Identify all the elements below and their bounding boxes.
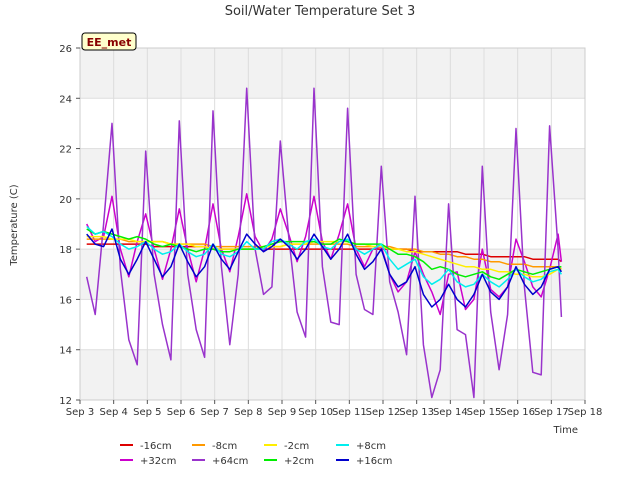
legend-label: -2cm (284, 441, 309, 452)
x-tick-label: Sep 5 (133, 407, 161, 418)
series-line--2cm (86, 235, 562, 278)
y-tick-label: 20 (59, 195, 72, 206)
legend-item: +8cm (336, 441, 386, 452)
legend-label: +8cm (356, 441, 386, 452)
band (80, 48, 585, 99)
plot-area (79, 47, 586, 401)
legend: -16cm +32cm -8cm +64cm -2cm +2cm +8cm +16cm (120, 441, 392, 467)
legend-label: +32cm (140, 456, 176, 467)
y-tick-label: 12 (59, 396, 72, 407)
y-tick-label: 24 (59, 94, 72, 105)
x-tick-label: Sep 11 (332, 407, 367, 418)
legend-item: -8cm (192, 441, 237, 452)
x-tick-label: Sep 10 (298, 407, 333, 418)
x-axis-ticks: Sep 3 Sep 4 Sep 5 Sep 6 Sep 7 Sep 8 Sep 9 Sep 1… (66, 400, 603, 418)
band (80, 349, 585, 400)
x-tick-label: Sep 14 (433, 407, 468, 418)
legend-item: -16cm (120, 441, 172, 452)
series-lines (85, 87, 563, 399)
x-tick-label: Sep 18 (568, 407, 603, 418)
legend-item: +2cm (264, 456, 314, 467)
annotation-box: EE_met (81, 32, 137, 51)
x-tick-label: Sep 6 (167, 407, 195, 418)
legend-item: +16cm (336, 456, 392, 467)
grid-lines (79, 47, 586, 401)
series-line-+8cm (86, 225, 563, 288)
x-tick-label: Sep 15 (467, 407, 502, 418)
x-tick-label: Sep 16 (500, 407, 535, 418)
legend-label: +16cm (356, 456, 392, 467)
x-tick-label: Sep 7 (200, 407, 228, 418)
series-line-+2cm (86, 228, 562, 281)
band (80, 148, 585, 199)
legend-item: -2cm (264, 441, 309, 452)
x-tick-label: Sep 12 (366, 407, 401, 418)
series-line-+64cm (85, 87, 563, 399)
y-tick-label: 14 (59, 346, 72, 357)
legend-label: -16cm (140, 441, 172, 452)
x-tick-label: Sep 13 (399, 407, 434, 418)
x-tick-label: Sep 4 (99, 407, 127, 418)
y-tick-label: 26 (59, 44, 72, 55)
y-tick-label: 18 (59, 245, 72, 256)
y-tick-label: 22 (59, 145, 72, 156)
y-tick-label: 16 (59, 295, 72, 306)
series-line-+16cm (86, 228, 563, 308)
legend-label: +2cm (284, 456, 314, 467)
legend-label: +64cm (212, 456, 248, 467)
x-tick-label: Sep 17 (534, 407, 569, 418)
legend-item: +32cm (120, 456, 176, 467)
legend-label: -8cm (212, 441, 237, 452)
y-axis-label: Temperature (C) (9, 184, 20, 266)
background-bands (80, 48, 585, 400)
x-axis-label: Time (553, 425, 578, 436)
legend-item: +64cm (192, 456, 248, 467)
annotation-label: EE_met (87, 36, 132, 49)
x-tick-label: Sep 9 (268, 407, 296, 418)
x-tick-label: Sep 8 (234, 407, 262, 418)
x-tick-label: Sep 3 (66, 407, 94, 418)
chart-title: Soil/Water Temperature Set 3 (225, 4, 416, 19)
y-axis-ticks: 12 14 16 18 20 22 24 26 (59, 44, 80, 407)
